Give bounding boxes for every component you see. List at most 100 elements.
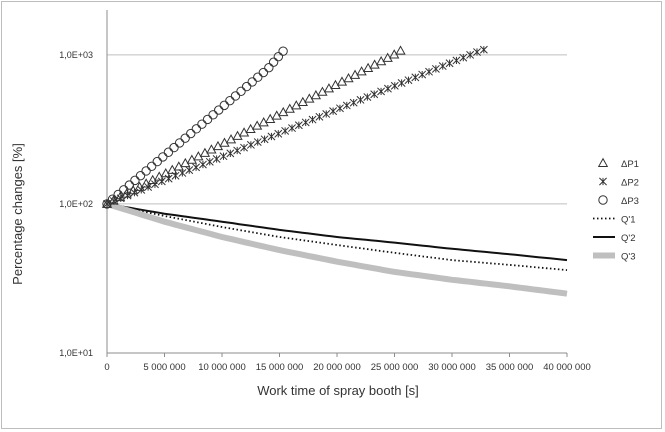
data-point (219, 100, 229, 111)
data-point (146, 161, 157, 171)
x-tick-label: 40 000 000 (543, 362, 591, 373)
data-point (294, 121, 303, 130)
data-point (411, 73, 420, 82)
data-point (186, 128, 196, 139)
legend-item: Q'3 (593, 252, 636, 263)
series-5 (106, 201, 568, 297)
data-point (438, 62, 447, 71)
y-axis-label: Percentage changes [%] (10, 143, 25, 285)
y-tick-label: 1,0E+01 (59, 348, 93, 358)
data-point (479, 45, 488, 54)
legend-item: Q'2 (593, 233, 636, 244)
data-point (141, 166, 151, 176)
legend: ΔP1 ΔP2 ΔP3 Q'1 Q'2 Q'3 (593, 157, 639, 263)
data-point (445, 59, 454, 68)
data-point (107, 194, 118, 204)
data-point (144, 183, 153, 192)
data-point (219, 152, 228, 161)
data-point (377, 87, 386, 96)
series-2 (102, 46, 288, 209)
data-point (137, 185, 146, 194)
data-point (240, 143, 248, 152)
data-point (264, 62, 274, 73)
data-point (301, 118, 310, 127)
data-point (342, 101, 351, 110)
data-point (208, 110, 218, 120)
data-point (191, 124, 202, 134)
legend-marker (599, 177, 607, 186)
data-point (205, 157, 214, 166)
data-point (180, 133, 190, 143)
data-point (113, 189, 123, 200)
data-point (466, 50, 475, 59)
data-point (267, 132, 276, 141)
series-line (106, 203, 568, 271)
axes (106, 10, 568, 357)
series-0 (101, 45, 406, 208)
x-tick-label: 35 000 000 (486, 362, 534, 373)
data-point (178, 168, 187, 177)
x-tick-label: 10 000 000 (198, 362, 246, 373)
data-point (214, 105, 224, 115)
data-point (225, 95, 235, 106)
legend-label: ΔP1 (621, 159, 639, 170)
series-layer (101, 45, 568, 297)
data-point (152, 156, 162, 167)
data-point (431, 64, 440, 73)
data-point (169, 142, 179, 153)
data-point (241, 81, 252, 92)
legend-marker (598, 195, 608, 205)
data-point (135, 170, 146, 181)
data-point (130, 188, 139, 197)
data-point (274, 129, 283, 138)
series-1 (103, 45, 488, 208)
data-point (397, 79, 406, 87)
x-tick-label: 5 000 000 (143, 362, 185, 373)
data-point (158, 152, 168, 162)
data-point (123, 191, 132, 200)
data-point (247, 77, 257, 87)
data-point (329, 107, 338, 116)
data-point (198, 160, 207, 169)
data-point (202, 114, 213, 125)
data-point (281, 126, 290, 135)
data-point (315, 112, 324, 121)
data-point (459, 53, 468, 62)
data-point (119, 185, 129, 195)
legend-label: ΔP2 (621, 178, 639, 189)
data-point (185, 166, 194, 175)
data-point (404, 76, 413, 85)
data-point (473, 48, 481, 56)
data-point (157, 177, 166, 186)
data-point (163, 147, 174, 157)
series-4 (106, 202, 568, 262)
data-point (322, 109, 331, 118)
data-point (425, 67, 433, 76)
data-point (230, 91, 241, 101)
legend-item: ΔP3 (598, 195, 639, 207)
y-tick-label: 1,0E+03 (59, 50, 93, 60)
data-point (246, 140, 255, 149)
x-axis-label: Work time of spray booth [s] (257, 383, 419, 398)
data-point (151, 180, 159, 189)
series-line (106, 201, 568, 297)
data-point (395, 45, 406, 55)
data-point (236, 86, 246, 96)
legend-label: Q'2 (621, 233, 636, 244)
x-tick-label: 25 000 000 (371, 362, 419, 373)
data-point (130, 175, 140, 186)
data-point (452, 56, 461, 65)
data-point (192, 163, 201, 172)
data-point (370, 90, 379, 99)
data-point (226, 149, 235, 158)
legend-item: ΔP1 (597, 157, 639, 170)
data-point (124, 180, 135, 190)
data-point (212, 155, 221, 163)
data-point (356, 95, 365, 104)
tick-labels: 1,0E+01 1,0E+02 1,0E+03 0 5 000 000 10 000 00… (59, 50, 591, 373)
data-point (278, 46, 288, 56)
data-point (260, 135, 269, 144)
data-point (253, 138, 262, 147)
data-point (288, 124, 296, 133)
